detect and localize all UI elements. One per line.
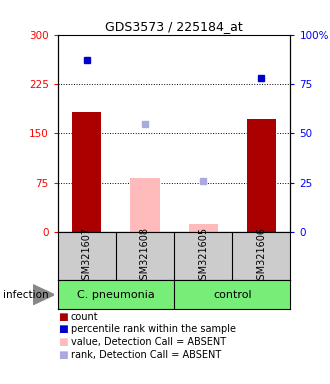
Bar [189,224,218,232]
Text: GSM321608: GSM321608 [140,227,150,286]
Text: GSM321606: GSM321606 [256,227,266,286]
Text: infection: infection [3,290,49,300]
Text: percentile rank within the sample: percentile rank within the sample [71,324,236,334]
Text: control: control [213,290,251,300]
Text: ■: ■ [58,312,68,322]
Text: rank, Detection Call = ABSENT: rank, Detection Call = ABSENT [71,350,221,360]
Polygon shape [33,285,54,305]
Title: GDS3573 / 225184_at: GDS3573 / 225184_at [105,20,243,33]
Bar [130,178,159,232]
Text: C. pneumonia: C. pneumonia [77,290,155,300]
Text: GSM321605: GSM321605 [198,227,208,286]
Bar [247,119,276,232]
Text: ■: ■ [58,324,68,334]
Text: count: count [71,312,99,322]
Text: value, Detection Call = ABSENT: value, Detection Call = ABSENT [71,337,226,347]
Bar [72,113,101,232]
Text: ■: ■ [58,337,68,347]
Text: GSM321607: GSM321607 [82,227,92,286]
Text: ■: ■ [58,350,68,360]
